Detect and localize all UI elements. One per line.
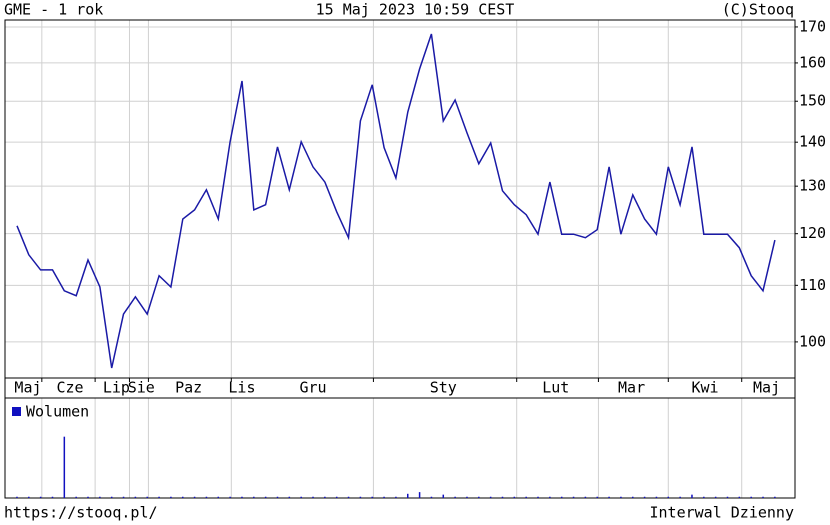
volume-bar — [714, 496, 717, 498]
price-line — [16, 33, 776, 369]
x-tick-label: Sie — [128, 379, 155, 397]
volume-bar — [703, 496, 705, 498]
volume-bar — [158, 496, 160, 498]
volume-bar — [276, 496, 279, 498]
volume-bar — [371, 496, 373, 498]
volume-bar — [407, 493, 409, 498]
volume-bar — [75, 496, 77, 498]
volume-bar — [738, 496, 741, 498]
volume-bar — [134, 496, 137, 498]
volume-bar — [193, 496, 196, 498]
volume-bar — [608, 496, 610, 498]
volume-bar — [39, 496, 42, 498]
volume-bar — [620, 496, 622, 498]
plot-frame — [4, 19, 796, 379]
volume-bar — [750, 496, 752, 498]
volume-bar — [63, 436, 66, 498]
y-tick-label: 170 — [799, 17, 826, 35]
volume-bar — [253, 496, 255, 498]
volume-frame — [4, 397, 796, 499]
x-tick-label: Lut — [542, 379, 569, 397]
footer-right: Interwal Dzienny — [650, 504, 795, 522]
volume-bar — [430, 496, 433, 498]
volume-bar — [537, 496, 539, 498]
volume-bar — [418, 492, 421, 498]
volume-bar — [454, 496, 456, 498]
volume-bar — [691, 494, 693, 498]
volume-bar — [726, 496, 729, 498]
volume-bar — [383, 496, 385, 498]
x-tick-label: Gru — [299, 379, 326, 397]
source: (C)Stooq — [722, 1, 794, 19]
volume-bar — [110, 496, 113, 498]
volume-bar — [205, 496, 208, 498]
volume-bar — [762, 496, 764, 498]
footer-left: https://stooq.pl/ — [4, 504, 158, 522]
y-tick-label: 140 — [799, 133, 826, 151]
y-tick-label: 150 — [799, 92, 826, 110]
x-tick-label: Paz — [175, 379, 202, 397]
volume-bar — [395, 496, 397, 498]
volume-bar — [324, 496, 326, 498]
volume-bar — [122, 496, 125, 498]
volume-bar — [501, 496, 504, 498]
volume-bar — [300, 496, 302, 498]
volume-bar — [489, 496, 492, 498]
volume-bar — [28, 496, 30, 498]
volume-bar — [99, 496, 101, 498]
volume-bar — [667, 496, 670, 498]
volume-bar — [359, 496, 362, 498]
volume-bar — [442, 494, 445, 498]
volume-bar — [335, 496, 338, 498]
volume-bar — [525, 496, 527, 498]
volume-bar — [478, 496, 480, 498]
chart-title: GME - 1 rok — [4, 1, 103, 19]
x-tick-label: Lis — [228, 379, 255, 397]
legend-label: Wolumen — [26, 403, 89, 421]
volume-bar — [679, 496, 681, 498]
volume-bar — [513, 496, 516, 498]
volume-bar — [51, 496, 54, 498]
legend-swatch — [12, 407, 21, 416]
volume-bar — [643, 496, 646, 498]
y-tick-label: 120 — [799, 224, 826, 242]
volume-bar — [584, 496, 587, 498]
x-tick-label: Cze — [56, 379, 83, 397]
volume-bar — [241, 496, 243, 498]
volume-bar — [87, 496, 89, 498]
volume-bar — [182, 496, 184, 498]
x-tick-label: Lip — [103, 379, 130, 397]
x-tick-label: Kwi — [691, 379, 718, 397]
y-tick-label: 110 — [799, 276, 826, 294]
volume-bar — [632, 496, 634, 498]
volume-bar — [596, 496, 598, 498]
volume-bar — [229, 496, 231, 498]
volume-bar — [655, 496, 658, 498]
volume-bar — [774, 496, 776, 498]
x-tick-label: Maj — [14, 379, 41, 397]
volume-bar — [16, 496, 18, 498]
chart-subtitle: 15 Maj 2023 10:59 CEST — [316, 1, 515, 19]
y-tick-label: 130 — [799, 177, 826, 195]
volume-bar — [572, 496, 575, 498]
x-tick-label: Sty — [430, 379, 457, 397]
x-tick-label: Mar — [618, 379, 645, 397]
volume-bar — [312, 496, 314, 498]
volume-bar — [217, 496, 220, 498]
volume-bar — [347, 496, 350, 498]
y-tick-label: 160 — [799, 53, 826, 71]
volume-bar — [146, 496, 148, 498]
volume-bar — [549, 496, 551, 498]
volume-bar — [560, 496, 563, 498]
volume-bar — [288, 496, 291, 498]
volume-bar — [170, 496, 172, 498]
x-tick-label: Maj — [753, 379, 780, 397]
y-tick-label: 100 — [799, 332, 826, 350]
volume-bar — [264, 496, 267, 498]
volume-bar — [466, 496, 468, 498]
